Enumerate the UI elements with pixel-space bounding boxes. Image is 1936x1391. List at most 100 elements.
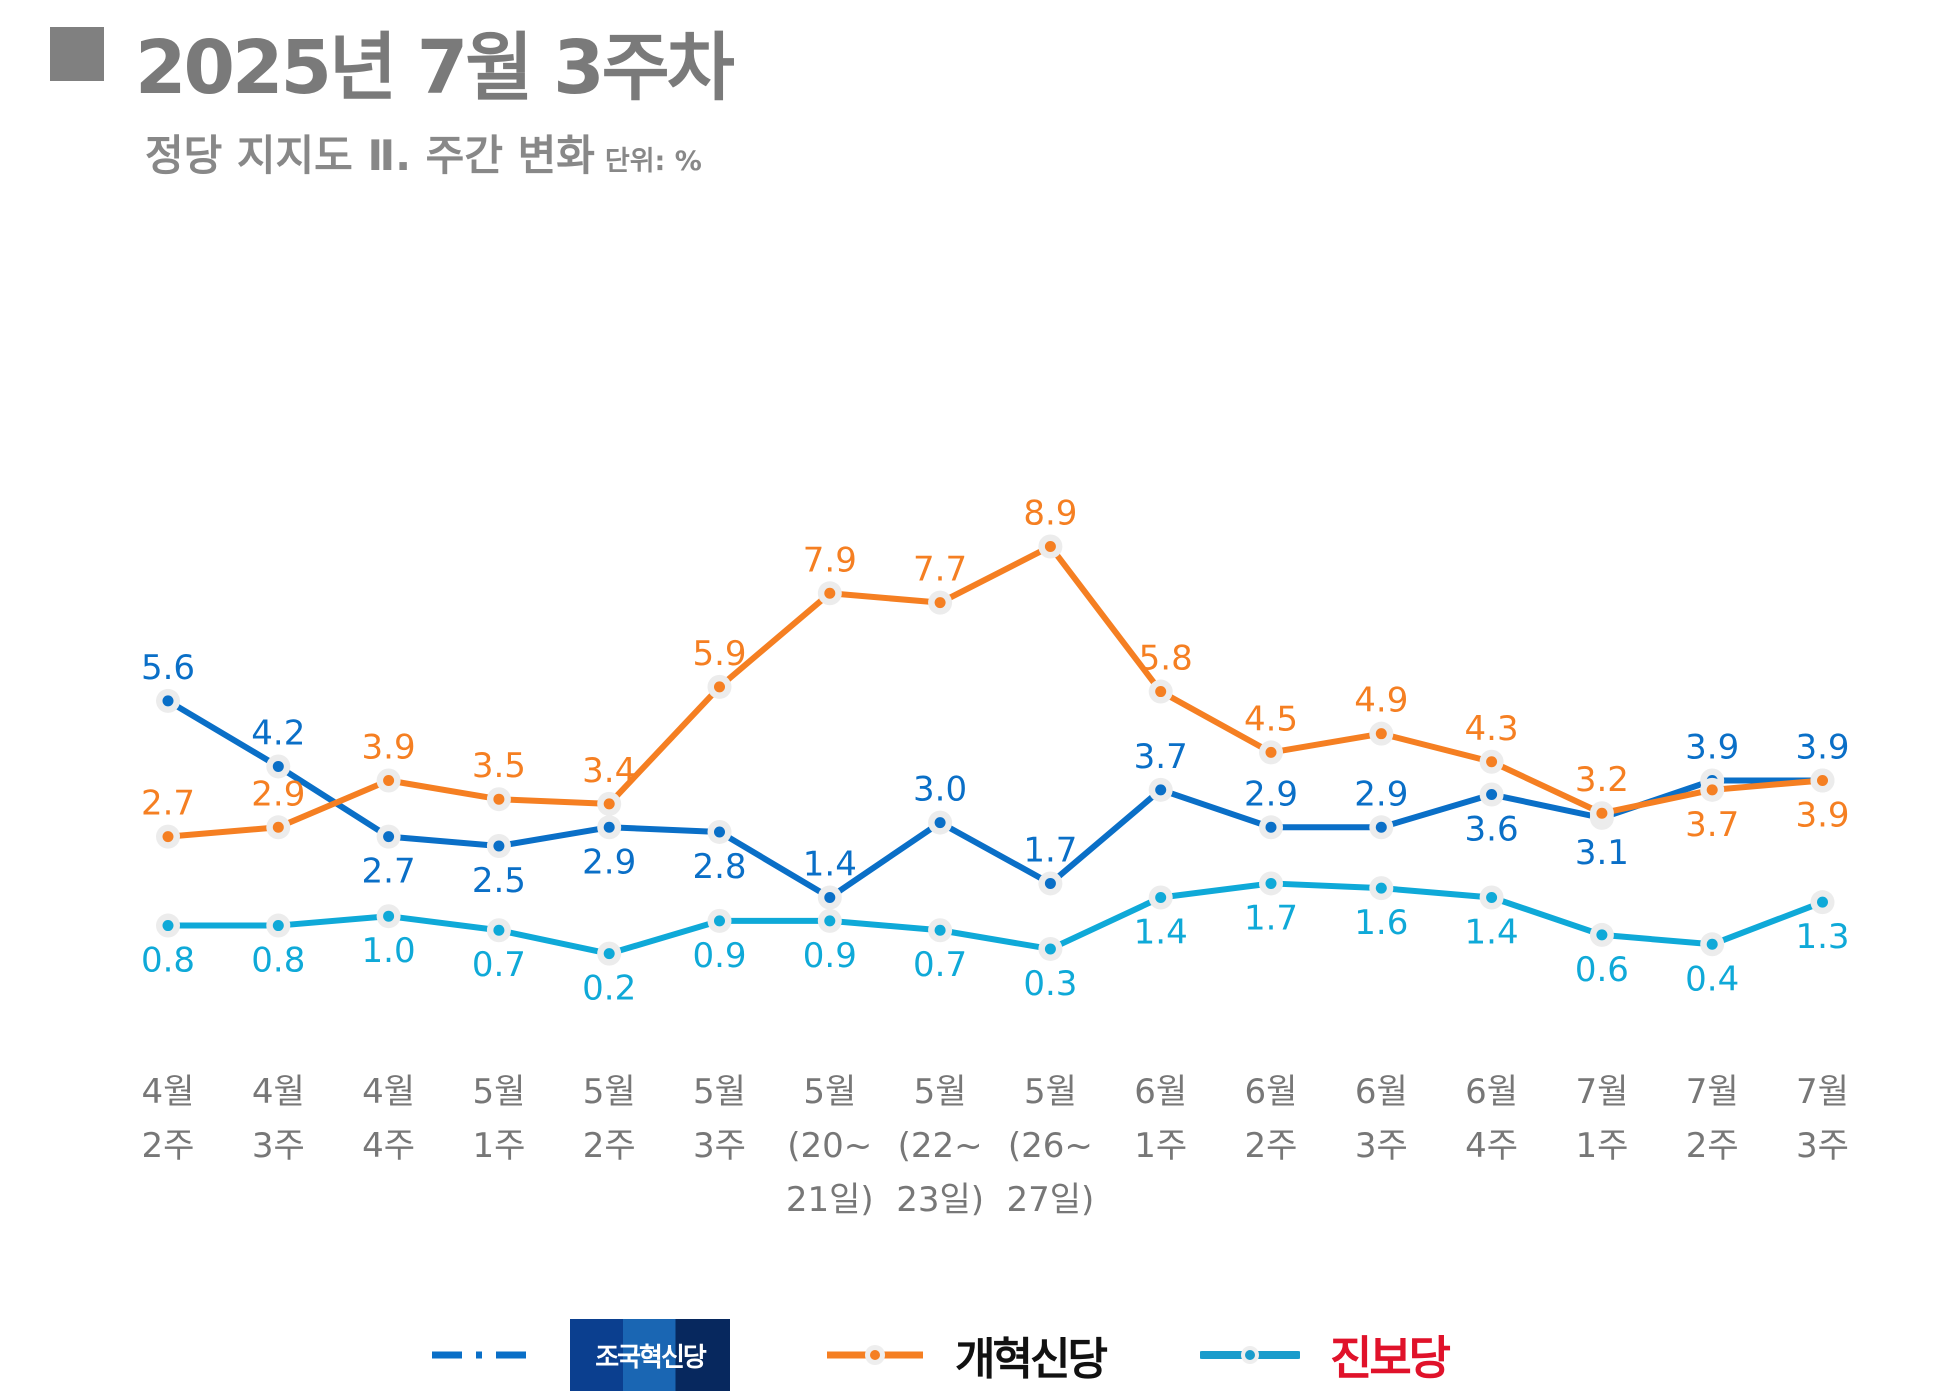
data-label: 3.2 xyxy=(1575,760,1629,800)
data-point xyxy=(1706,784,1718,796)
legend-label-jinbo: 진보당 xyxy=(1330,1331,1451,1385)
data-label: 2.7 xyxy=(362,852,416,892)
data-label: 3.0 xyxy=(913,770,967,810)
x-tick-label: 5월 xyxy=(693,1072,746,1112)
data-point xyxy=(493,924,505,936)
legend-label-gaehyeok: 개혁신당 xyxy=(955,1323,1108,1387)
data-label: 4.5 xyxy=(1244,699,1298,739)
x-tick-label: 4월 xyxy=(142,1072,195,1112)
x-tick-label: 21일) xyxy=(786,1180,874,1220)
data-label: 3.9 xyxy=(1795,795,1849,835)
x-tick-label: 3주 xyxy=(1796,1126,1849,1166)
x-tick-label: 7월 xyxy=(1686,1072,1739,1112)
data-label: 0.2 xyxy=(582,969,636,1009)
data-point xyxy=(1596,929,1608,941)
legend-label-text: 개혁신당 xyxy=(955,1334,1108,1385)
data-label: 3.4 xyxy=(582,751,636,791)
x-tick-label: 3주 xyxy=(1355,1126,1408,1166)
x-tick-label: 7월 xyxy=(1575,1072,1628,1112)
unit-label: 단위: % xyxy=(604,146,702,177)
page-title: 2025년 7월 3주차 xyxy=(135,25,735,111)
legend-line-marker xyxy=(1200,1346,1300,1364)
x-tick-label: 4월 xyxy=(252,1072,305,1112)
data-point xyxy=(1265,746,1277,758)
data-point xyxy=(493,793,505,805)
legend-label-jokuk: 조국혁신당 xyxy=(570,1319,730,1391)
data-point xyxy=(1155,686,1167,698)
data-label: 2.7 xyxy=(141,784,195,824)
data-label: 5.8 xyxy=(1139,639,1193,679)
data-label: 1.3 xyxy=(1795,917,1849,957)
data-label: 2.8 xyxy=(692,847,746,887)
legend-item-jokuk: 조국혁신당 xyxy=(430,1319,730,1391)
data-label: 2.9 xyxy=(1354,774,1408,814)
data-label: 0.6 xyxy=(1575,950,1629,990)
data-point xyxy=(714,681,725,693)
data-point xyxy=(272,920,284,932)
data-label: 0.4 xyxy=(1685,959,1739,999)
legend-line-marker xyxy=(432,1351,528,1359)
chart-subtitle: 정당 지지도 Ⅱ. 주간 변화 단위: % xyxy=(145,122,702,183)
data-label: 3.7 xyxy=(1685,805,1739,845)
data-label: 3.9 xyxy=(1795,727,1849,767)
data-label: 3.1 xyxy=(1575,833,1629,873)
data-label: 0.7 xyxy=(913,945,967,985)
x-tick-label: 7월 xyxy=(1796,1072,1849,1112)
data-label: 3.9 xyxy=(362,727,416,767)
data-label: 1.6 xyxy=(1354,903,1408,943)
legend-item-gaehyeok: 개혁신당 xyxy=(825,1320,1108,1390)
data-label: 2.9 xyxy=(582,842,636,882)
data-point xyxy=(1044,540,1056,552)
data-point xyxy=(1375,728,1387,740)
x-tick-label: 6월 xyxy=(1134,1072,1187,1112)
data-label: 1.7 xyxy=(1023,830,1077,870)
x-tick-label: 1주 xyxy=(472,1126,525,1166)
data-label: 1.7 xyxy=(1244,898,1298,938)
data-point xyxy=(493,840,505,852)
data-point xyxy=(1375,821,1387,833)
data-label: 4.3 xyxy=(1465,709,1519,749)
title-square-icon xyxy=(50,27,104,81)
data-label: 0.8 xyxy=(141,941,195,981)
data-label: 2.9 xyxy=(251,774,305,814)
series-line-1 xyxy=(167,543,1823,840)
x-tick-label: 23일) xyxy=(896,1180,984,1220)
data-point xyxy=(1817,896,1828,908)
data-label: 3.5 xyxy=(472,746,526,786)
data-label: 0.8 xyxy=(251,941,305,981)
x-tick-label: 5월 xyxy=(803,1072,856,1112)
x-tick-label: 2주 xyxy=(583,1126,636,1166)
x-tick-label: 6월 xyxy=(1355,1072,1408,1112)
x-tick-label: (20~ xyxy=(787,1126,872,1166)
data-label: 7.9 xyxy=(803,540,857,580)
data-point xyxy=(1596,807,1608,819)
data-point xyxy=(1486,789,1498,801)
x-tick-label: (22~ xyxy=(898,1126,983,1166)
data-point xyxy=(162,695,174,707)
x-tick-label: (26~ xyxy=(1008,1126,1093,1166)
data-label: 2.5 xyxy=(472,861,526,901)
data-point xyxy=(1044,943,1056,955)
data-point xyxy=(1375,882,1387,894)
data-label: 1.4 xyxy=(803,844,857,884)
data-point xyxy=(162,920,174,932)
series-line-0 xyxy=(166,698,1823,901)
legend-item-jinbo: 진보당 xyxy=(1200,1320,1451,1390)
x-tick-label: 27일) xyxy=(1006,1180,1094,1220)
series-line-2 xyxy=(168,880,1824,957)
x-tick-label: 3주 xyxy=(252,1126,305,1166)
data-label: 2.9 xyxy=(1244,774,1298,814)
data-label: 3.9 xyxy=(1685,727,1739,767)
x-tick-label: 3주 xyxy=(693,1126,746,1166)
x-tick-label: 1주 xyxy=(1575,1126,1628,1166)
data-point xyxy=(383,774,395,786)
data-label: 0.3 xyxy=(1023,964,1077,1004)
x-tick-label: 2주 xyxy=(1686,1126,1739,1166)
data-label: 4.2 xyxy=(251,713,305,753)
data-label: 1.4 xyxy=(1465,912,1519,952)
x-tick-label: 4주 xyxy=(1465,1126,1518,1166)
data-label: 1.0 xyxy=(362,931,416,971)
data-point xyxy=(934,924,946,936)
x-tick-label: 6월 xyxy=(1465,1072,1518,1112)
data-point xyxy=(1155,784,1167,796)
